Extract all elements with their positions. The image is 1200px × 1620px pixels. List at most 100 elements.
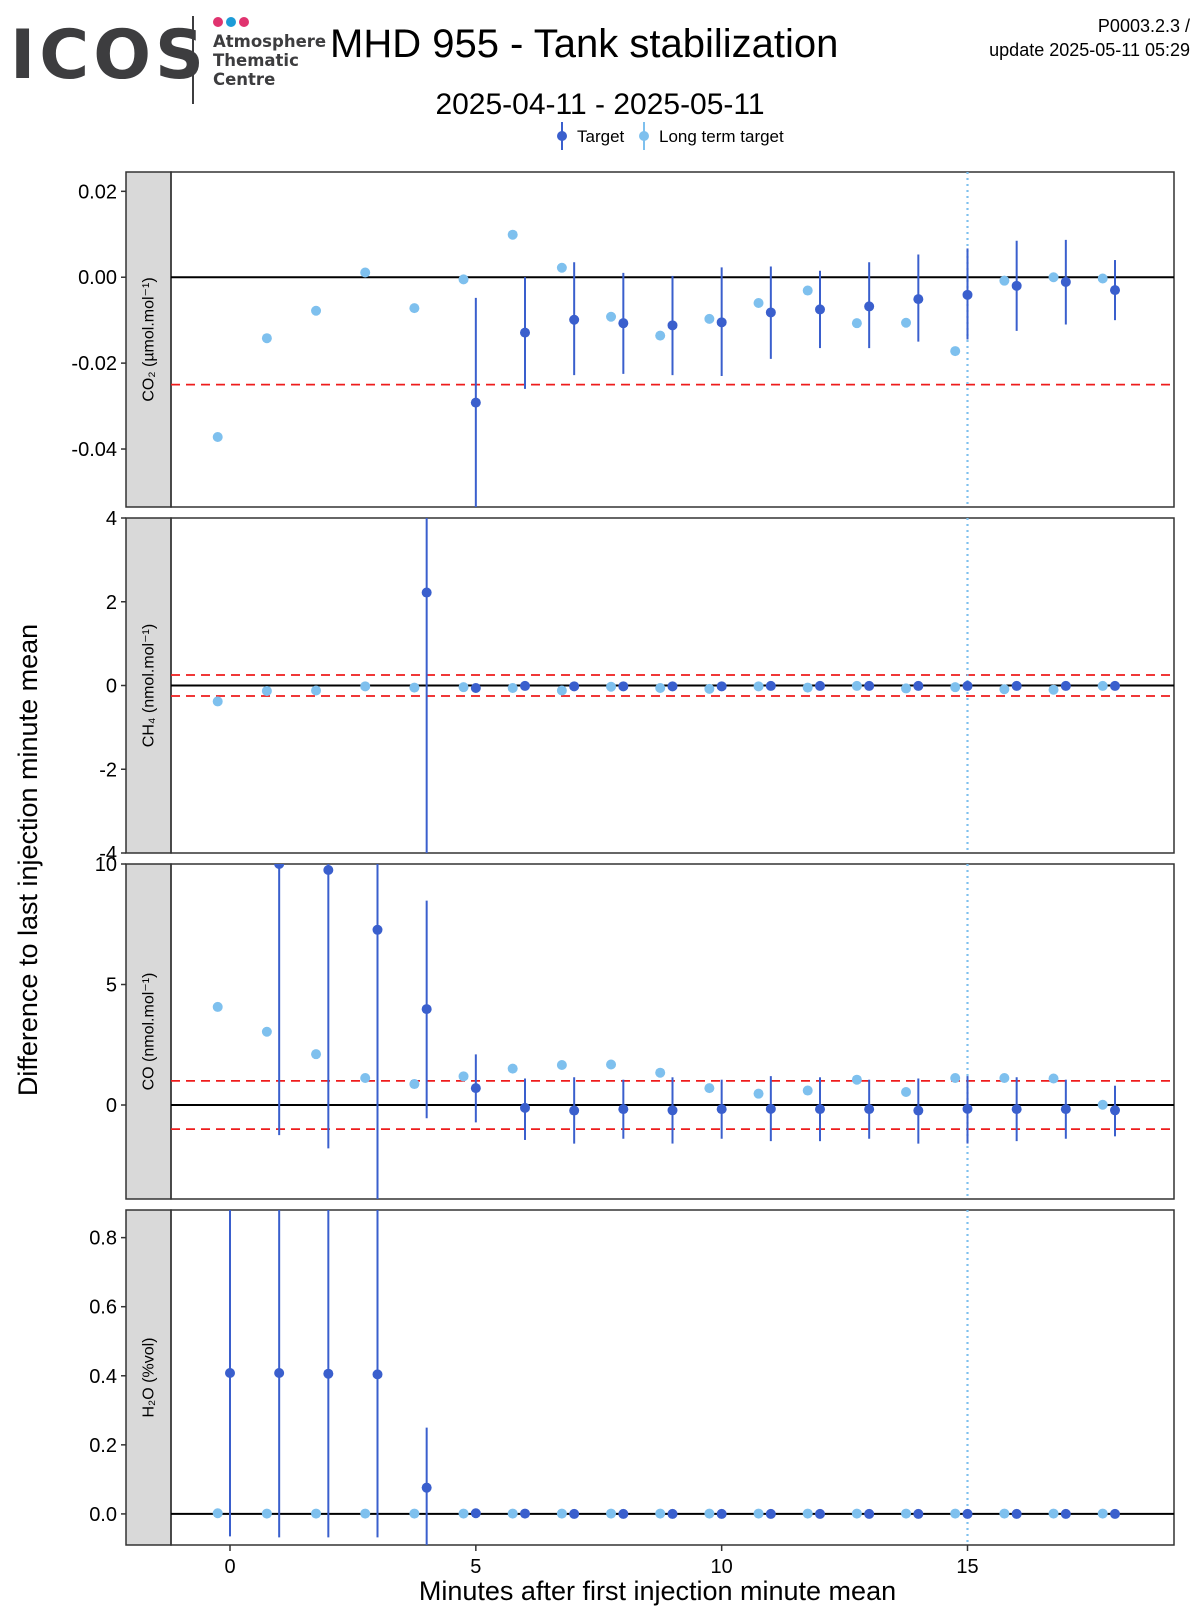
long-term-point xyxy=(655,1067,666,1078)
target-point xyxy=(1011,280,1022,291)
panel-frame xyxy=(170,171,1175,508)
target-point xyxy=(667,1508,678,1519)
target-point xyxy=(765,307,776,318)
long-term-point xyxy=(1097,1099,1108,1110)
long-term-point xyxy=(606,1508,617,1519)
panel-strip xyxy=(125,171,172,508)
target-point xyxy=(962,1103,973,1114)
long-term-point xyxy=(507,683,518,694)
long-term-point xyxy=(950,682,961,693)
panel-plot xyxy=(171,864,1174,1199)
target-point xyxy=(323,1368,334,1379)
panel-2: CO (nmol.mol⁻¹) 10 5 0 xyxy=(95,854,1175,1200)
y-tick-label: 10 xyxy=(95,854,117,876)
long-term-point xyxy=(901,683,912,694)
target-point xyxy=(1110,680,1120,691)
legend-target-label: Target xyxy=(577,127,625,146)
target-point xyxy=(1110,1508,1120,1519)
long-term-point xyxy=(261,685,272,696)
long-term-point xyxy=(802,285,813,296)
panel-plot xyxy=(171,172,1174,507)
target-point xyxy=(1011,680,1022,691)
target-point xyxy=(667,1105,678,1116)
target-point xyxy=(864,301,875,312)
long-term-point xyxy=(655,683,666,694)
target-point xyxy=(962,1508,973,1519)
page-title: MHD 955 - Tank stabilization xyxy=(330,22,839,66)
long-term-point xyxy=(1097,1508,1108,1519)
target-point xyxy=(716,681,727,692)
panel-strip-label: H₂O (%vol) xyxy=(141,1338,158,1418)
target-point xyxy=(815,1508,825,1519)
long-term-point xyxy=(458,1071,469,1082)
long-term-point xyxy=(212,1508,223,1519)
target-point xyxy=(569,1508,580,1519)
target-point xyxy=(716,1104,727,1115)
y-tick-label: 0 xyxy=(106,1095,117,1117)
panel-plot xyxy=(171,518,1174,853)
target-point xyxy=(1060,1104,1071,1115)
target-point xyxy=(765,1508,776,1519)
panel-strip xyxy=(125,863,172,1200)
target-point xyxy=(569,681,580,692)
long-term-point xyxy=(556,1060,567,1070)
panel-strip-label: CH₄ (nmol.mol⁻¹) xyxy=(141,624,158,747)
logo-dot xyxy=(239,17,249,27)
target-point xyxy=(1110,1105,1120,1116)
target-point xyxy=(470,683,481,694)
long-term-point xyxy=(802,1508,813,1519)
target-point xyxy=(569,1105,580,1116)
logo-sub-line: Thematic xyxy=(213,51,299,70)
x-tick-label: 10 xyxy=(711,1556,733,1578)
report-meta: P0003.2.3 / update 2025-05-11 05:29 xyxy=(989,14,1190,62)
panel-strip-label: CO (nmol.mol⁻¹) xyxy=(141,973,158,1091)
panel-0: CO₂ (µmol.mol⁻¹) 0.02 0.00 -0.02 -0.04 xyxy=(71,171,1175,508)
x-tick-label: 5 xyxy=(470,1556,481,1578)
logo-dot xyxy=(213,17,223,27)
target-point xyxy=(618,1508,629,1519)
long-term-point xyxy=(360,1073,371,1084)
long-term-point xyxy=(901,1508,912,1519)
target-point xyxy=(716,317,727,328)
target-point xyxy=(913,1508,924,1519)
long-term-point xyxy=(311,305,322,316)
target-point xyxy=(421,587,432,598)
target-point xyxy=(470,397,481,408)
long-term-point xyxy=(704,1508,715,1519)
long-term-point xyxy=(999,1508,1010,1519)
y-tick-label: 5 xyxy=(106,975,117,997)
long-term-point xyxy=(261,1508,272,1519)
long-term-point xyxy=(311,1508,322,1519)
long-term-point xyxy=(802,1085,813,1096)
logo-subtitle: Atmosphere Thematic Centre xyxy=(213,32,326,89)
version-label: P0003.2.3 / xyxy=(1097,16,1190,36)
long-term-point xyxy=(851,680,862,691)
y-tick-label: 0.2 xyxy=(89,1435,117,1457)
x-tick-label: 15 xyxy=(956,1556,978,1578)
logo-dot xyxy=(226,17,236,27)
long-term-point xyxy=(507,1063,518,1074)
date-range: 2025-04-11 - 2025-05-11 xyxy=(435,88,765,121)
panel-3: H₂O (%vol) 0.8 0.6 0.4 0.2 0.0 xyxy=(89,1209,1175,1546)
y-tick-label: 0.0 xyxy=(89,1504,117,1526)
long-term-point xyxy=(606,681,617,692)
target-point xyxy=(274,1368,285,1379)
long-term-point xyxy=(212,1001,223,1012)
target-point xyxy=(815,304,825,315)
long-term-point xyxy=(458,682,469,693)
long-term-point xyxy=(409,1079,420,1090)
target-point xyxy=(520,680,530,691)
target-point xyxy=(372,1369,383,1380)
long-term-point xyxy=(409,303,420,314)
target-point xyxy=(618,681,629,692)
long-term-point xyxy=(360,267,371,278)
legend-longterm-label: Long term target xyxy=(659,127,784,146)
target-point xyxy=(864,1104,875,1115)
update-label: update 2025-05-11 05:29 xyxy=(989,40,1190,60)
long-term-point xyxy=(507,229,518,240)
long-term-point xyxy=(1097,680,1108,691)
long-term-point xyxy=(999,1073,1010,1084)
y-tick-label: 0.02 xyxy=(78,181,117,203)
long-term-point xyxy=(802,682,813,693)
target-point xyxy=(470,1508,481,1519)
